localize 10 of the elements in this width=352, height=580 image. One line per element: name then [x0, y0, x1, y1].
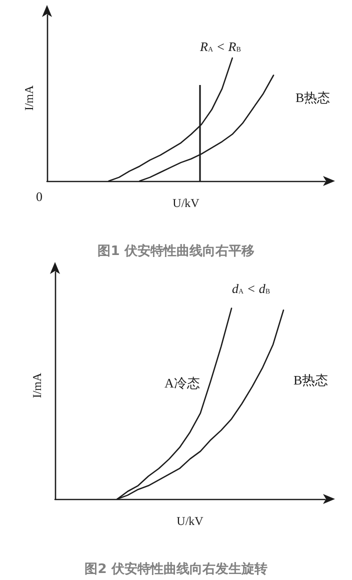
text: B热态 — [293, 372, 328, 388]
text: 0 — [36, 189, 42, 204]
x-axis-title: U/kV — [176, 514, 204, 528]
x-axis-title: U/kV — [172, 196, 200, 210]
text: 图1 伏安特性曲线向右平移 — [98, 243, 254, 259]
y-axis-title: I/mA — [30, 372, 44, 398]
series-label: A冷态 — [164, 376, 200, 391]
y-axis-title: I/mA — [22, 85, 36, 111]
text: 图2 伏安特性曲线向右发生旋转 — [84, 561, 268, 577]
text: B热态 — [296, 90, 330, 105]
